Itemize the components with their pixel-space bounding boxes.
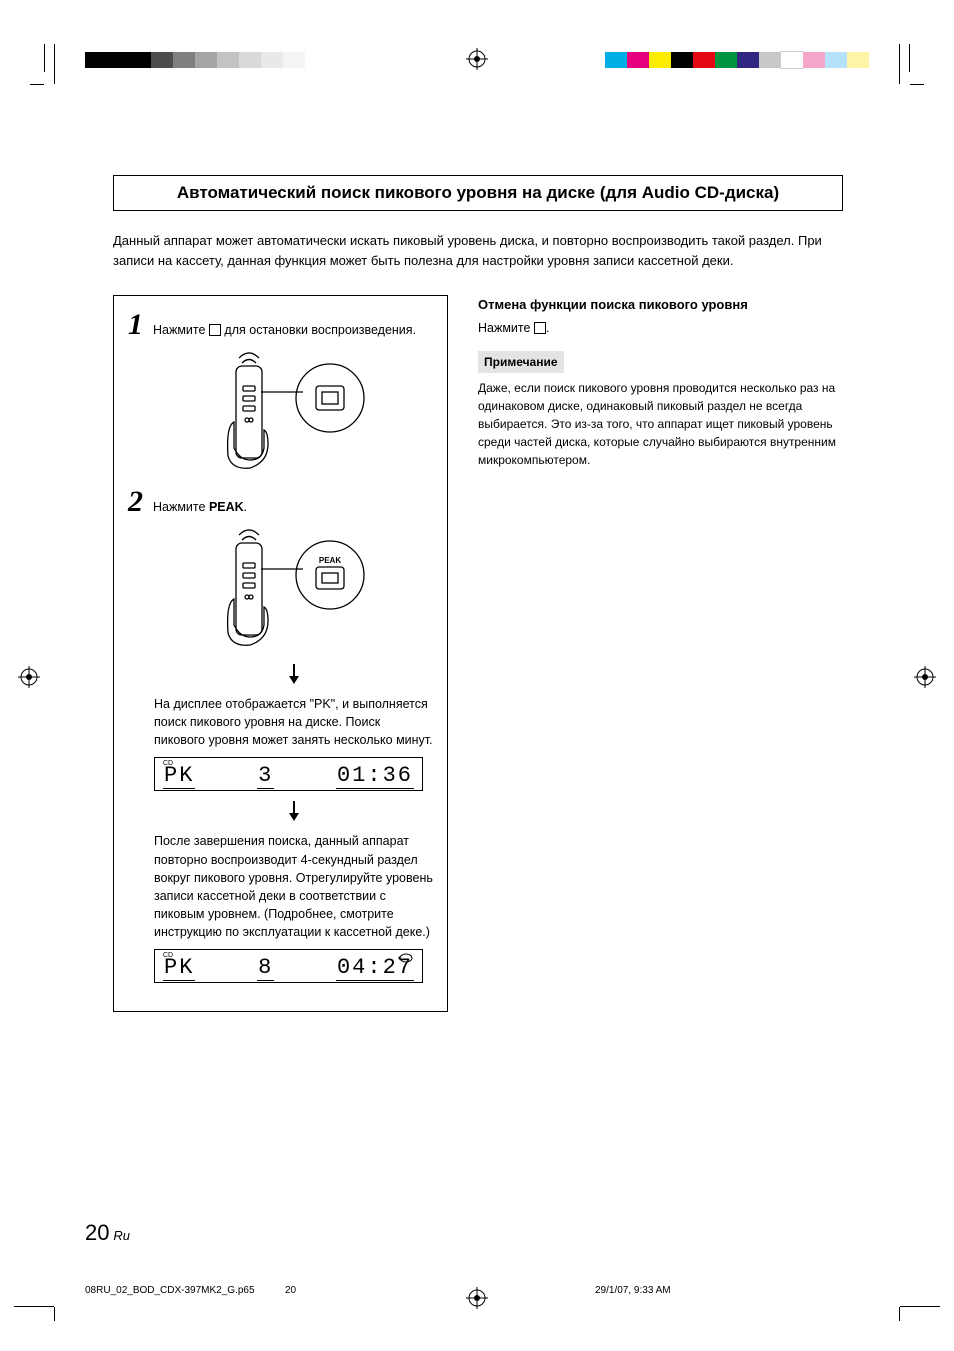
stop-icon (534, 322, 546, 334)
svg-text:PEAK: PEAK (319, 556, 341, 565)
register-mark-left (18, 666, 40, 688)
intro-text: Данный аппарат может автоматически искат… (113, 231, 843, 270)
cancel-heading: Отмена функции поиска пикового уровня (478, 295, 843, 315)
footer: 08RU_02_BOD_CDX-397MK2_G.p65 20 29/1/07,… (85, 1285, 865, 1296)
right-column: Отмена функции поиска пикового уровня На… (478, 295, 843, 469)
cd-label: CD (163, 952, 173, 959)
footer-date: 29/1/07, 9:33 AM (595, 1285, 865, 1296)
steps-panel: 1 Нажмите для остановки воспроизведения. (113, 295, 448, 1012)
footer-file: 08RU_02_BOD_CDX-397MK2_G.p65 (85, 1285, 285, 1296)
disp-time: 01:36 (336, 763, 414, 789)
step-2-body-2: После завершения поиска, данный аппарат … (154, 832, 433, 941)
step-2-body-1: На дисплее отображается "PK", и выполняе… (154, 695, 433, 749)
stop-icon (209, 324, 221, 336)
note-badge: Примечание (478, 351, 564, 373)
disp-track: 3 (257, 763, 274, 789)
down-arrow-icon (154, 801, 433, 826)
step-number: 2 (128, 487, 143, 517)
remote-illustration-2: PEAK (168, 525, 433, 650)
register-mark-right (914, 666, 936, 688)
register-mark-top (466, 48, 488, 70)
section-title: Автоматический поиск пикового уровня на … (113, 175, 843, 211)
step-2: 2 Нажмите PEAK. (128, 487, 433, 983)
remote-illustration-1 (168, 348, 433, 473)
down-arrow-icon (154, 664, 433, 689)
step-1-text: Нажмите для остановки воспроизведения. (153, 322, 416, 340)
grayscale-bar (85, 52, 305, 68)
disp-track: 8 (257, 955, 274, 981)
step-1: 1 Нажмите для остановки воспроизведения. (128, 310, 433, 473)
display-2: CD PK 8 04:27 (154, 949, 423, 983)
cd-label: CD (163, 760, 173, 767)
note-text: Даже, если поиск пикового уровня проводи… (478, 379, 843, 469)
color-bar (605, 52, 869, 68)
page-number: 20 Ru (85, 1220, 130, 1246)
footer-page: 20 (285, 1285, 595, 1296)
cancel-text: Нажмите . (478, 319, 843, 338)
step-number: 1 (128, 310, 143, 340)
display-1: CD PK 3 01:36 (154, 757, 423, 791)
repeat-icon (398, 953, 414, 966)
step-2-text: Нажмите PEAK. (153, 499, 247, 517)
